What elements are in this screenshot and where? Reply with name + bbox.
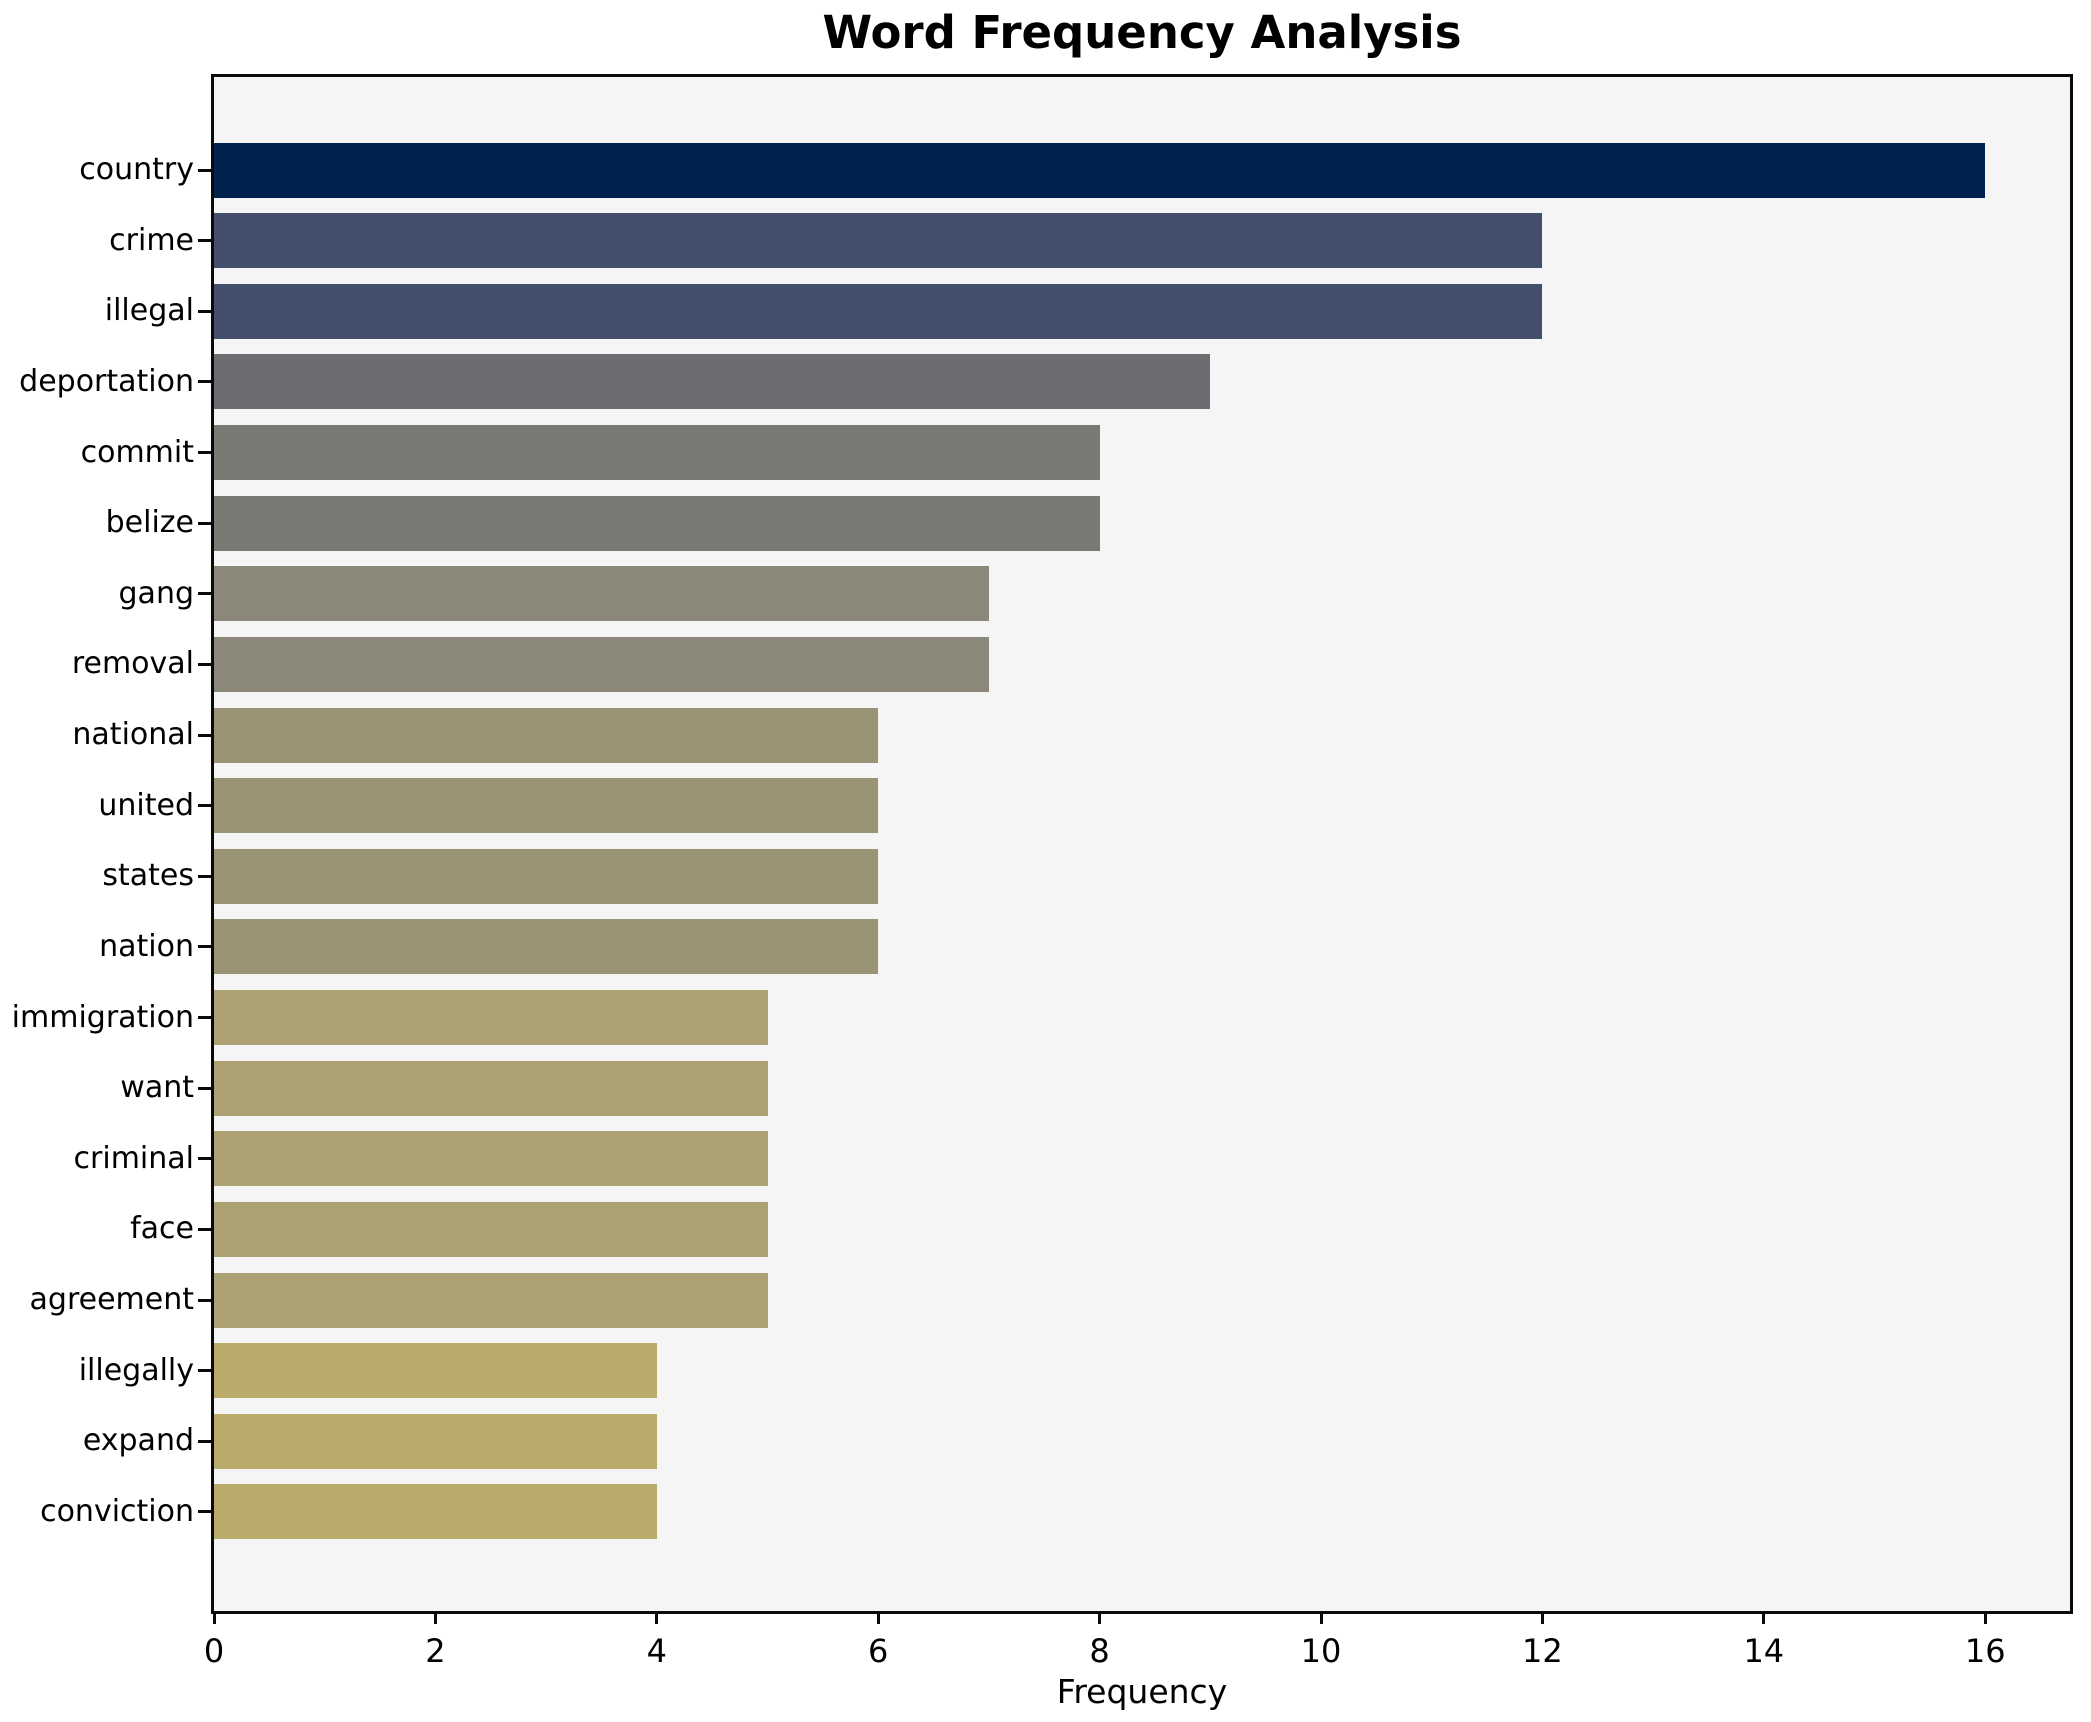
y-tick-label-face: face (130, 1211, 194, 1247)
x-tick-label-16: 16 (1964, 1632, 2006, 1670)
y-tick-label-gang: gang (118, 575, 194, 611)
y-tick-label-deportation: deportation (19, 363, 194, 399)
y-tick-mark (198, 1016, 211, 1020)
x-tick-mark (1319, 1611, 1323, 1624)
bar-states (214, 848, 878, 904)
y-tick-mark (198, 1510, 211, 1514)
y-tick-mark (198, 451, 211, 455)
y-tick-label-united: united (98, 787, 194, 823)
y-tick-mark (198, 380, 211, 384)
y-tick-label-want: want (120, 1070, 194, 1106)
y-tick-mark (198, 1439, 211, 1443)
bar-expand (214, 1413, 657, 1469)
y-tick-mark (198, 945, 211, 949)
bar-illegal (214, 283, 1542, 339)
x-tick-mark (1762, 1611, 1766, 1624)
y-tick-label-removal: removal (71, 646, 194, 682)
bar-united (214, 778, 878, 834)
y-tick-label-country: country (79, 152, 194, 187)
bar-national (214, 707, 878, 763)
x-tick-mark (433, 1611, 437, 1624)
bar-commit (214, 425, 1100, 481)
y-tick-mark (198, 1298, 211, 1302)
bar-want (214, 1060, 768, 1116)
bar-removal (214, 636, 989, 692)
y-tick-label-states: states (102, 858, 194, 894)
bar-belize (214, 495, 1100, 551)
x-tick-mark (212, 1611, 216, 1624)
plot-area (211, 74, 2073, 1614)
x-tick-label-14: 14 (1743, 1632, 1785, 1670)
y-tick-mark (198, 1369, 211, 1373)
y-tick-mark (198, 592, 211, 596)
bar-gang (214, 566, 989, 622)
y-tick-label-nation: nation (99, 928, 194, 964)
bar-deportation (214, 354, 1210, 410)
chart-title: Word Frequency Analysis (822, 6, 1462, 59)
bar-face (214, 1201, 768, 1257)
y-tick-mark (198, 662, 211, 666)
y-tick-label-agreement: agreement (29, 1282, 194, 1318)
y-tick-mark (198, 1157, 211, 1161)
y-tick-mark (198, 874, 211, 878)
bar-illegally (214, 1343, 657, 1399)
y-tick-mark (198, 804, 211, 808)
x-tick-label-0: 0 (203, 1632, 225, 1670)
x-tick-mark (1098, 1611, 1102, 1624)
y-tick-label-commit: commit (80, 434, 194, 470)
y-tick-label-expand: expand (82, 1423, 194, 1459)
y-tick-label-illegal: illegal (104, 293, 194, 329)
y-tick-label-belize: belize (105, 505, 194, 541)
bar-criminal (214, 1131, 768, 1187)
x-tick-label-4: 4 (646, 1632, 667, 1670)
x-tick-label-8: 8 (1089, 1632, 1110, 1670)
y-tick-mark (198, 733, 211, 737)
y-tick-label-criminal: criminal (73, 1140, 194, 1176)
x-tick-mark (876, 1611, 880, 1624)
x-tick-label-2: 2 (425, 1632, 446, 1670)
y-tick-label-crime: crime (109, 222, 194, 258)
x-tick-label-6: 6 (868, 1632, 889, 1670)
bar-agreement (214, 1272, 768, 1328)
y-tick-label-conviction: conviction (40, 1493, 194, 1529)
y-tick-mark (198, 521, 211, 525)
y-tick-label-national: national (72, 717, 194, 753)
x-axis-label: Frequency (1056, 1672, 1228, 1711)
y-tick-label-immigration: immigration (11, 999, 194, 1035)
y-tick-mark (198, 1227, 211, 1231)
x-tick-mark (1983, 1611, 1987, 1624)
y-tick-mark (198, 309, 211, 313)
y-tick-mark (198, 239, 211, 243)
bar-immigration (214, 990, 768, 1046)
x-tick-label-10: 10 (1300, 1632, 1342, 1670)
y-tick-label-illegally: illegally (78, 1352, 194, 1388)
bar-crime (214, 213, 1542, 269)
bar-conviction (214, 1484, 657, 1540)
x-tick-label-12: 12 (1522, 1632, 1563, 1670)
bar-nation (214, 919, 878, 975)
y-tick-mark (198, 168, 211, 172)
y-tick-mark (198, 1086, 211, 1090)
bar-country (214, 142, 1985, 198)
x-tick-mark (1540, 1611, 1544, 1624)
x-tick-mark (655, 1611, 659, 1624)
